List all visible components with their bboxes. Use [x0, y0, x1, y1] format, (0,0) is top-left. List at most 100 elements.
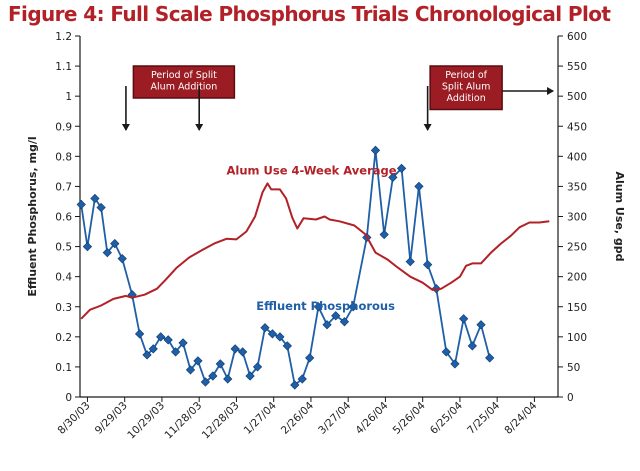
effluent-phosphorus-point — [348, 302, 358, 312]
alum-use-series-label: Alum Use 4-Week Average — [227, 163, 397, 177]
effluent-phosphorus-point — [252, 362, 263, 372]
effluent-phosphorus-point — [322, 320, 332, 330]
effluent-phosphorus-point — [193, 356, 203, 366]
effluent-phosphorus-point — [238, 347, 248, 357]
effluent-phosphorus-point — [245, 371, 255, 381]
x-tick-label: 7/25/04 — [465, 399, 502, 436]
effluent-phosphorus-point — [215, 359, 225, 369]
y-right-tick-label: 300 — [567, 212, 587, 224]
effluent-phosphorus-point — [170, 347, 181, 357]
effluent-phosphorus-point — [297, 374, 307, 384]
x-tick-label: 3/27/04 — [316, 399, 353, 436]
effluent-phosphorus-point — [102, 247, 112, 258]
y-axis-right-title: Alum Use, gpd — [613, 172, 626, 262]
y-right-tick-label: 200 — [567, 272, 587, 284]
y-left-tick-label: 0.8 — [55, 151, 72, 163]
x-tick-label: 6/25/04 — [428, 399, 465, 436]
annotation-text: Period of Split — [151, 70, 217, 81]
x-tick-label: 2/26/04 — [279, 399, 316, 436]
effluent-phosphorus-point — [282, 341, 292, 351]
x-tick-label: 1/27/04 — [242, 399, 279, 436]
y-left-tick-label: 1.2 — [55, 31, 72, 43]
effluent-phosphorus-point — [423, 260, 433, 270]
effluent-phosphorus-point — [96, 202, 106, 213]
effluent-phosphorus-point — [450, 359, 460, 369]
effluent-phosphorus-line — [80, 149, 491, 386]
effluent-phosphorus-point — [275, 332, 285, 342]
annotation-box — [132, 65, 236, 99]
effluent-phosphorus-point — [467, 341, 477, 351]
effluent-phosphorus-point — [414, 181, 424, 192]
y-left-tick-label: 0 — [65, 392, 72, 404]
effluent-phosphorus-point — [379, 229, 389, 240]
y-right-tick-label: 600 — [567, 31, 587, 43]
y-right-tick-label: 150 — [567, 302, 587, 314]
effluent-phosphorus-point — [185, 365, 196, 375]
x-tick-label: 9/29/03 — [93, 400, 130, 437]
y-right-tick-label: 400 — [567, 151, 587, 163]
y-left-tick-label: 0.3 — [55, 302, 72, 314]
effluent-phosphorus-point — [485, 353, 495, 363]
effluent-phosphorus-point — [339, 317, 350, 327]
effluent-phosphorus-point — [476, 320, 486, 330]
y-right-tick-label: 550 — [567, 61, 587, 73]
y-left-tick-label: 0.4 — [55, 272, 72, 284]
effluent-phosphorus-point — [370, 145, 381, 155]
effluent-phosphorus-point — [260, 323, 270, 333]
x-tick-label: 8/30/03 — [55, 400, 92, 437]
annotation-text: Split Alum — [442, 82, 491, 93]
effluent-phosphorus-point — [142, 350, 152, 360]
effluent-phosphorus-point — [459, 314, 469, 324]
effluent-phosphorus-point — [305, 353, 315, 363]
effluent-phosphorus-point — [76, 199, 86, 210]
y-axis-left-title: Effluent Phosphorus, mg/l — [26, 136, 39, 296]
x-tick-label: 11/28/03 — [162, 400, 204, 442]
y-right-tick-label: 0 — [567, 392, 574, 404]
x-tick-label: 12/28/03 — [200, 400, 242, 442]
effluent-phosphorus-point — [290, 380, 300, 390]
y-right-tick-label: 50 — [567, 362, 580, 374]
effluent-phosphorus-point — [313, 302, 324, 312]
effluent-phosphorus-point — [267, 329, 278, 339]
effluent-phosphorus-point — [405, 257, 415, 267]
y-left-tick-label: 1.1 — [55, 61, 72, 73]
effluent-phosphorus-point — [90, 193, 100, 204]
y-left-tick-label: 0.7 — [55, 181, 72, 193]
y-left-tick-label: 0.2 — [55, 332, 72, 344]
x-tick-label: 8/24/04 — [502, 399, 539, 436]
effluent-phosphorus-point — [396, 163, 407, 173]
effluent-phosphorus-point — [441, 347, 451, 357]
x-tick-label: 4/26/04 — [353, 399, 390, 436]
effluent-phosphorus-point — [178, 338, 188, 348]
effluent-phosphorus-point — [223, 374, 233, 384]
y-right-tick-label: 500 — [567, 91, 587, 103]
y-right-tick-label: 350 — [567, 181, 587, 193]
effluent-phosphorus-series-label: Effluent Phosphorous — [256, 299, 395, 313]
effluent-phosphorus-point — [134, 329, 145, 339]
annotation-text: Period of — [445, 70, 487, 81]
annotation-text: Alum Addition — [151, 82, 218, 93]
y-left-tick-label: 0.9 — [55, 121, 72, 133]
effluent-phosphorus-point — [163, 335, 173, 345]
alum-use-line — [80, 182, 550, 320]
y-right-tick-label: 450 — [567, 121, 587, 133]
effluent-phosphorus-point — [388, 172, 398, 183]
effluent-phosphorus-point — [148, 344, 158, 354]
y-left-tick-label: 0.6 — [55, 212, 72, 224]
y-right-tick-label: 100 — [567, 332, 587, 344]
y-right-tick-label: 250 — [567, 242, 587, 254]
annotation-box — [429, 65, 503, 111]
annotation-text: Addition — [447, 93, 486, 104]
y-left-tick-label: 0.5 — [55, 242, 72, 254]
y-left-tick-label: 0.1 — [55, 362, 72, 374]
y-left-tick-label: 1 — [65, 91, 72, 103]
chart-title: Figure 4: Full Scale Phosphorus Trials C… — [8, 2, 611, 26]
effluent-phosphorus-point — [331, 311, 341, 321]
effluent-phosphorus-point — [82, 241, 93, 252]
effluent-phosphorus-point — [208, 371, 218, 381]
effluent-phosphorus-point — [230, 344, 240, 354]
effluent-phosphorus-point — [117, 253, 127, 264]
effluent-phosphorus-point — [156, 332, 166, 342]
effluent-phosphorus-point — [200, 377, 211, 387]
